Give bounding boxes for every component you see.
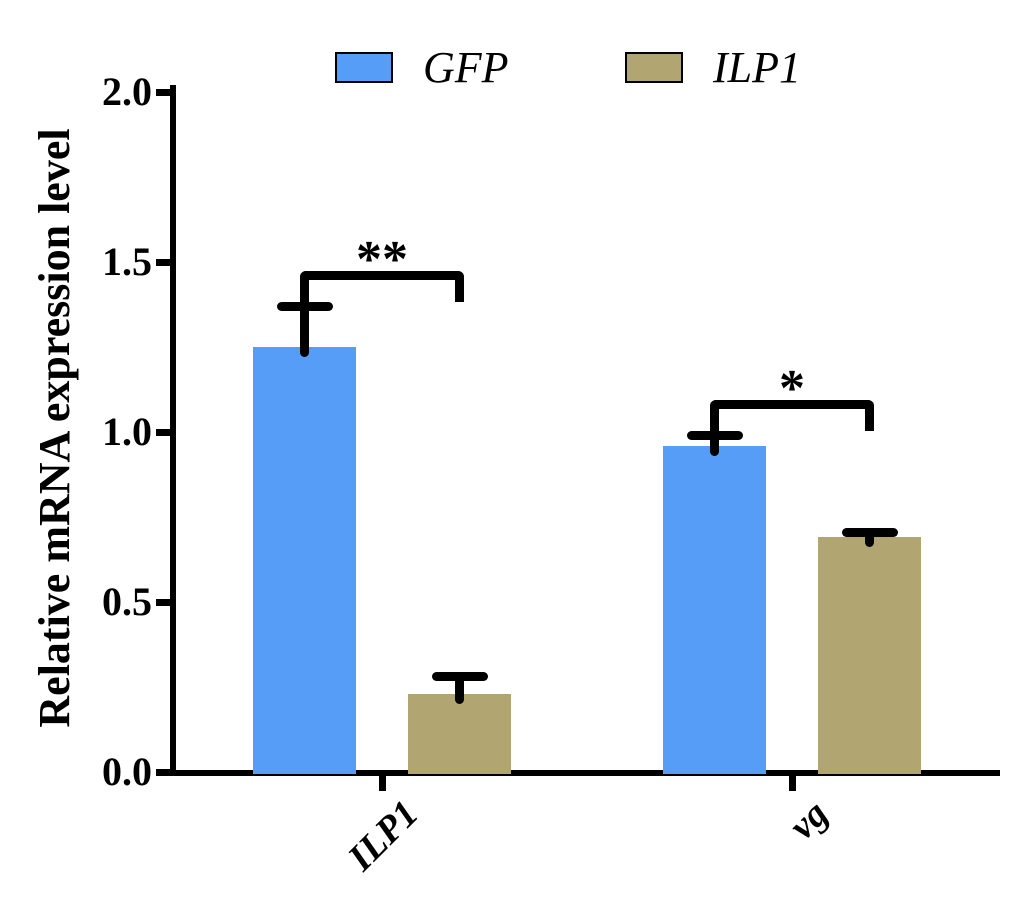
bar-ILP1-ILP1 bbox=[408, 693, 511, 774]
error-bar-cap bbox=[431, 672, 488, 682]
legend-label-ILP1: ILP1 bbox=[713, 43, 801, 92]
y-tick-mark bbox=[156, 428, 170, 436]
error-bar-stem bbox=[865, 527, 874, 548]
error-bar-cap bbox=[276, 301, 333, 311]
error-bar-cap bbox=[686, 430, 743, 440]
error-bar-stem bbox=[300, 301, 309, 357]
x-tick-label-ILP1: ILP1 bbox=[339, 792, 427, 880]
significance-label: * bbox=[779, 359, 805, 417]
error-bar-stem bbox=[455, 672, 464, 704]
error-bar-stem bbox=[710, 430, 719, 456]
significance-bracket bbox=[710, 400, 874, 432]
x-tick-label-vg: vg bbox=[781, 792, 837, 848]
y-tick-mark bbox=[156, 768, 170, 776]
x-axis-line bbox=[170, 770, 1000, 776]
y-tick-label: 0.0 bbox=[102, 749, 152, 794]
y-tick-mark bbox=[156, 258, 170, 266]
bar-GFP-ILP1 bbox=[253, 347, 356, 774]
y-tick-label: 0.5 bbox=[102, 579, 152, 624]
significance-label: ** bbox=[356, 230, 408, 288]
y-tick-mark bbox=[156, 598, 170, 606]
y-tick-label: 1.5 bbox=[102, 239, 152, 284]
x-tick-mark bbox=[378, 776, 386, 791]
x-tick-mark bbox=[788, 776, 796, 791]
error-bar-cap bbox=[841, 527, 898, 537]
legend-swatch-ILP1 bbox=[625, 52, 683, 83]
y-tick-label: 2.0 bbox=[102, 69, 152, 114]
legend-label-GFP: GFP bbox=[423, 43, 509, 92]
y-axis-line bbox=[170, 85, 176, 776]
significance-bracket bbox=[300, 271, 464, 303]
y-tick-label: 1.0 bbox=[102, 409, 152, 454]
legend-swatch-GFP bbox=[335, 52, 393, 83]
y-tick-mark bbox=[156, 88, 170, 96]
bar-ILP1-vg bbox=[818, 537, 921, 774]
bar-GFP-vg bbox=[663, 445, 766, 774]
